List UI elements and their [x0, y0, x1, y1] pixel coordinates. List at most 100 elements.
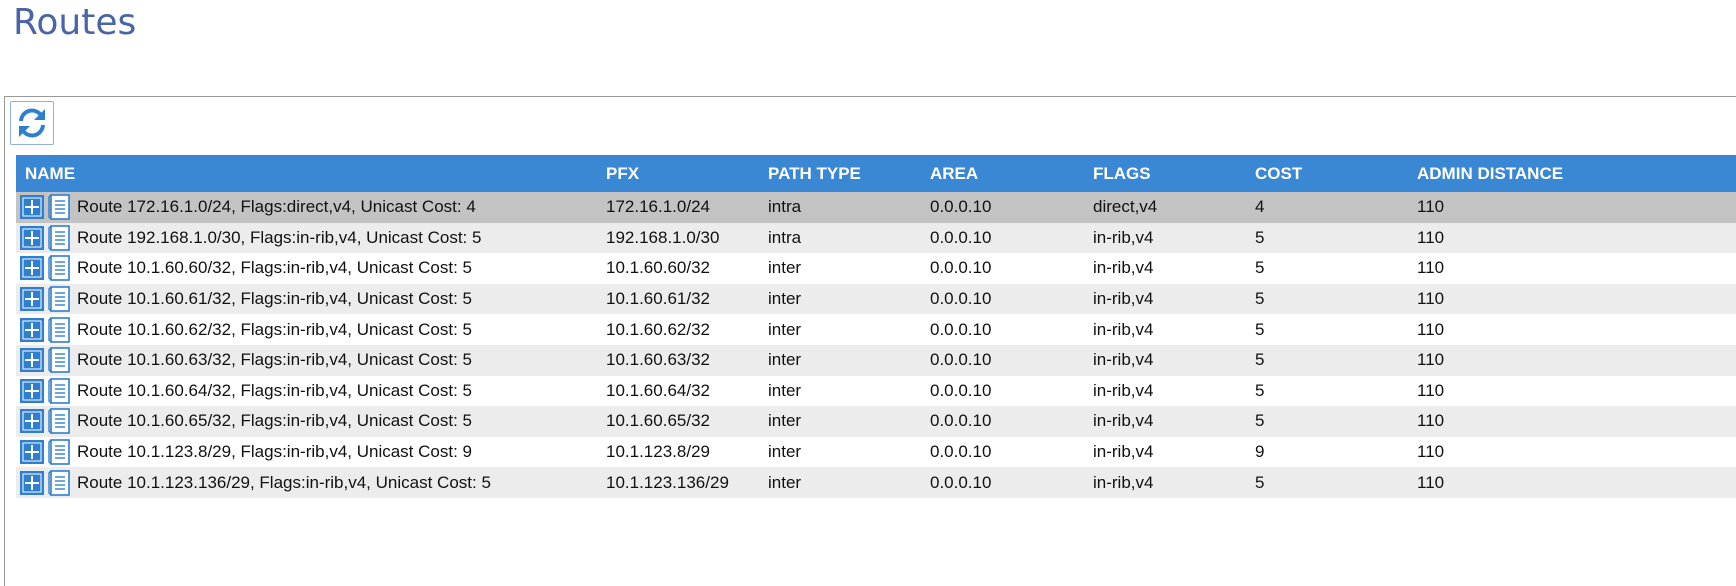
- route-area: 0.0.0.10: [930, 380, 992, 400]
- route-path-type: intra: [768, 197, 802, 217]
- expand-icon[interactable]: [20, 317, 44, 342]
- expand-icon[interactable]: [20, 409, 44, 434]
- route-pfx: 10.1.123.136/29: [606, 472, 729, 492]
- route-name: Route 10.1.123.136/29, Flags:in-rib,v4, …: [77, 472, 491, 492]
- route-pfx: 10.1.60.65/32: [606, 411, 710, 431]
- column-header-cost[interactable]: COST: [1255, 163, 1303, 183]
- table-row[interactable]: Route 10.1.60.63/32, Flags:in-rib,v4, Un…: [16, 344, 1736, 376]
- table-row[interactable]: Route 10.1.123.136/29, Flags:in-rib,v4, …: [16, 467, 1736, 498]
- table-row[interactable]: Route 10.1.60.64/32, Flags:in-rib,v4, Un…: [16, 376, 1736, 407]
- route-name: Route 172.16.1.0/24, Flags:direct,v4, Un…: [77, 197, 476, 217]
- expand-icon[interactable]: [20, 440, 44, 465]
- expand-icon[interactable]: [20, 256, 44, 281]
- route-admin-distance: 110: [1417, 197, 1445, 217]
- route-area: 0.0.0.10: [930, 227, 992, 247]
- route-cost: 5: [1255, 411, 1265, 431]
- route-name: Route 10.1.60.60/32, Flags:in-rib,v4, Un…: [77, 258, 472, 278]
- route-pfx: 10.1.60.63/32: [606, 350, 710, 370]
- document-icon: [48, 347, 70, 374]
- route-cost: 9: [1255, 442, 1265, 462]
- routes-table: NAME PFX PATH TYPE AREA FLAGS COST ADMIN…: [16, 155, 1736, 498]
- expand-icon[interactable]: [20, 348, 44, 373]
- route-admin-distance: 110: [1417, 350, 1445, 370]
- route-area: 0.0.0.10: [930, 472, 992, 492]
- route-path-type: inter: [768, 472, 802, 492]
- route-area: 0.0.0.10: [930, 289, 992, 309]
- page-title: Routes: [13, 2, 137, 43]
- column-header-path-type[interactable]: PATH TYPE: [768, 163, 861, 183]
- route-pfx: 192.168.1.0/30: [606, 227, 720, 247]
- expand-icon[interactable]: [20, 195, 44, 220]
- route-name: Route 192.168.1.0/30, Flags:in-rib,v4, U…: [77, 227, 482, 247]
- route-name: Route 10.1.60.61/32, Flags:in-rib,v4, Un…: [77, 289, 472, 309]
- route-pfx: 10.1.60.62/32: [606, 319, 710, 339]
- document-icon: [48, 378, 70, 404]
- route-admin-distance: 110: [1417, 380, 1445, 400]
- document-icon: [48, 439, 70, 465]
- column-header-flags[interactable]: FLAGS: [1093, 163, 1151, 183]
- expand-icon[interactable]: [20, 470, 44, 495]
- route-name: Route 10.1.60.63/32, Flags:in-rib,v4, Un…: [77, 350, 472, 370]
- table-row[interactable]: Route 10.1.60.65/32, Flags:in-rib,v4, Un…: [16, 406, 1736, 437]
- route-admin-distance: 110: [1417, 227, 1445, 247]
- table-header: NAME PFX PATH TYPE AREA FLAGS COST ADMIN…: [16, 155, 1736, 192]
- route-area: 0.0.0.10: [930, 258, 992, 278]
- route-name: Route 10.1.123.8/29, Flags:in-rib,v4, Un…: [77, 442, 472, 462]
- route-pfx: 172.16.1.0/24: [606, 197, 710, 217]
- route-admin-distance: 110: [1417, 442, 1445, 462]
- expand-icon[interactable]: [20, 378, 44, 403]
- document-icon: [48, 286, 70, 312]
- route-admin-distance: 110: [1417, 319, 1445, 339]
- route-pfx: 10.1.60.61/32: [606, 289, 710, 309]
- table-body: Route 172.16.1.0/24, Flags:direct,v4, Un…: [16, 192, 1736, 498]
- route-cost: 4: [1255, 197, 1265, 217]
- route-path-type: inter: [768, 258, 802, 278]
- route-area: 0.0.0.10: [930, 411, 992, 431]
- refresh-icon: [19, 108, 45, 138]
- route-path-type: inter: [768, 289, 802, 309]
- route-name: Route 10.1.60.62/32, Flags:in-rib,v4, Un…: [77, 319, 472, 339]
- route-admin-distance: 110: [1417, 289, 1445, 309]
- document-icon: [48, 255, 70, 282]
- table-row[interactable]: Route 172.16.1.0/24, Flags:direct,v4, Un…: [16, 192, 1736, 223]
- table-row[interactable]: Route 10.1.123.8/29, Flags:in-rib,v4, Un…: [16, 437, 1736, 468]
- route-area: 0.0.0.10: [930, 442, 992, 462]
- refresh-button[interactable]: [10, 101, 54, 145]
- route-flags: in-rib,v4: [1093, 289, 1154, 309]
- table-row[interactable]: Route 10.1.60.60/32, Flags:in-rib,v4, Un…: [16, 253, 1736, 284]
- column-header-name[interactable]: NAME: [25, 163, 76, 183]
- document-icon: [48, 469, 70, 496]
- column-header-pfx[interactable]: PFX: [606, 163, 640, 183]
- route-flags: direct,v4: [1093, 197, 1158, 217]
- expand-icon[interactable]: [20, 225, 44, 250]
- column-header-area[interactable]: AREA: [930, 163, 979, 183]
- route-pfx: 10.1.60.60/32: [606, 258, 710, 278]
- route-name: Route 10.1.60.65/32, Flags:in-rib,v4, Un…: [77, 411, 472, 431]
- route-cost: 5: [1255, 289, 1265, 309]
- table-row[interactable]: Route 10.1.60.61/32, Flags:in-rib,v4, Un…: [16, 283, 1736, 315]
- route-flags: in-rib,v4: [1093, 380, 1154, 400]
- route-cost: 5: [1255, 227, 1265, 247]
- route-pfx: 10.1.123.8/29: [606, 442, 710, 462]
- routes-panel: [4, 96, 1736, 586]
- document-icon: [48, 316, 70, 343]
- route-path-type: inter: [768, 411, 802, 431]
- document-icon: [48, 225, 70, 251]
- route-area: 0.0.0.10: [930, 350, 992, 370]
- expand-icon[interactable]: [20, 287, 44, 312]
- route-path-type: inter: [768, 350, 802, 370]
- route-cost: 5: [1255, 380, 1265, 400]
- document-icon: [48, 194, 70, 221]
- route-admin-distance: 110: [1417, 411, 1445, 431]
- route-flags: in-rib,v4: [1093, 258, 1154, 278]
- route-path-type: inter: [768, 319, 802, 339]
- route-cost: 5: [1255, 258, 1265, 278]
- route-admin-distance: 110: [1417, 258, 1445, 278]
- table-row[interactable]: Route 10.1.60.62/32, Flags:in-rib,v4, Un…: [16, 314, 1736, 345]
- route-flags: in-rib,v4: [1093, 472, 1154, 492]
- route-cost: 5: [1255, 319, 1265, 339]
- column-header-admin-distance[interactable]: ADMIN DISTANCE: [1417, 163, 1564, 183]
- route-name: Route 10.1.60.64/32, Flags:in-rib,v4, Un…: [77, 380, 472, 400]
- table-row[interactable]: Route 192.168.1.0/30, Flags:in-rib,v4, U…: [16, 222, 1736, 254]
- route-area: 0.0.0.10: [930, 197, 992, 217]
